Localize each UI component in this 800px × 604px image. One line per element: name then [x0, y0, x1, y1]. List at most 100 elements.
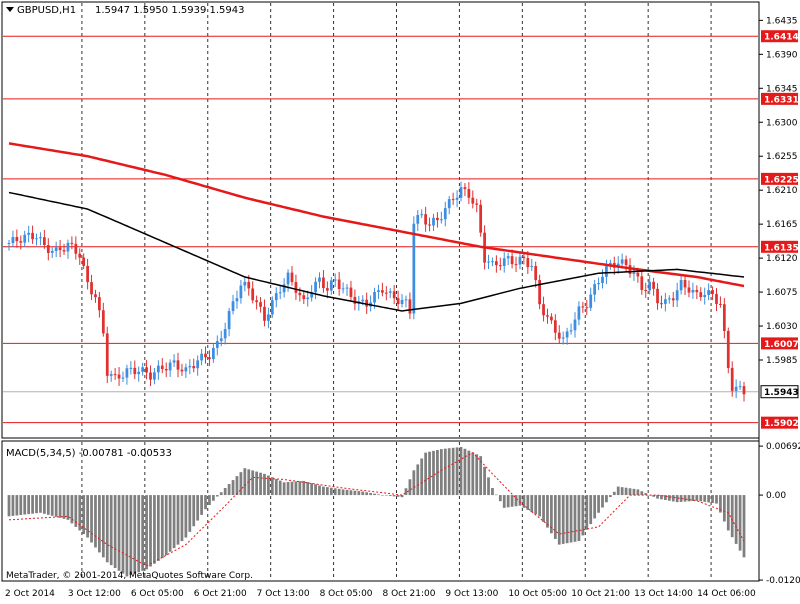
candle-body	[392, 291, 396, 299]
time-tick-label: 8 Oct 05:00	[320, 589, 373, 599]
candle-body	[50, 250, 54, 253]
macd-bar	[54, 495, 58, 517]
macd-bar	[7, 495, 11, 517]
candle-body	[601, 276, 604, 284]
candle-body	[168, 362, 172, 371]
candle-body	[506, 256, 510, 259]
candle-body	[176, 360, 180, 370]
macd-bar	[188, 495, 192, 532]
macd-bar	[192, 495, 196, 527]
macd-bar	[396, 495, 400, 497]
candle-body	[538, 280, 541, 305]
candle-body	[117, 374, 121, 379]
macd-bar	[39, 495, 42, 513]
candle-body	[467, 189, 471, 198]
horizontal-levels: 1.6414 1.6331 1.6225 1.6135 1.6007 1.5902 1.59…	[3, 30, 799, 429]
candle-body	[27, 232, 31, 235]
candle-body	[660, 303, 663, 305]
macd-bar	[263, 473, 266, 496]
candle-body	[491, 261, 494, 263]
macd-bar	[451, 447, 455, 496]
candle-body	[722, 304, 726, 331]
candle-body	[443, 208, 447, 220]
macd-bar	[589, 495, 593, 525]
macd-panel	[7, 446, 746, 577]
candle-body	[726, 330, 730, 368]
candle-body	[231, 301, 235, 312]
candle-body	[526, 258, 530, 268]
macd-bar	[711, 495, 714, 504]
macd-bar	[652, 495, 655, 497]
candle-body	[589, 294, 593, 308]
macd-bar	[722, 495, 726, 522]
macd-bar	[31, 495, 34, 514]
candle-body	[62, 250, 66, 252]
candle-body	[325, 288, 329, 291]
price-tick-label: 1.6165	[766, 220, 798, 230]
candle-body	[314, 281, 317, 293]
macd-bar	[577, 495, 581, 542]
macd-bar	[730, 495, 734, 538]
candle-body	[498, 265, 502, 267]
candle-body	[518, 256, 522, 265]
macd-bar	[231, 480, 235, 496]
candle-body	[396, 298, 400, 305]
candle-body	[730, 367, 734, 391]
macd-bar	[557, 495, 561, 545]
candle-body	[565, 331, 569, 338]
candle-body	[734, 386, 738, 391]
candle-body	[164, 369, 168, 371]
candle-body	[306, 297, 310, 300]
price-level-badge	[761, 240, 798, 253]
candle-body	[215, 341, 219, 348]
candle-body	[667, 298, 671, 300]
candle-body	[652, 281, 655, 289]
macd-bar	[388, 495, 392, 496]
macd-bar	[526, 495, 530, 510]
candle-body	[333, 279, 337, 281]
macd-bar	[530, 495, 534, 513]
copyright-text: MetaTrader, © 2001-2014, MetaQuotes Soft…	[6, 571, 253, 581]
candle-body	[542, 304, 545, 316]
candle-body	[581, 306, 585, 308]
macd-bar	[141, 495, 145, 571]
candle-body	[408, 299, 412, 314]
candle-body	[251, 288, 255, 301]
candle-body	[384, 292, 388, 294]
macd-bar	[215, 495, 219, 497]
time-axis: 2 Oct 2014 3 Oct 12:00 6 Oct 05:00 6 Oct 21…	[5, 589, 756, 599]
price-tick-label: 1.6435	[766, 16, 798, 26]
candle-body	[267, 314, 270, 321]
candle-body	[577, 306, 581, 320]
macd-bar	[172, 495, 176, 549]
candle-body	[439, 219, 443, 221]
macd-bar	[439, 449, 443, 496]
macd-bar	[447, 448, 451, 496]
candle-body	[137, 371, 141, 375]
candle-body	[290, 272, 294, 283]
candle-body	[98, 297, 101, 311]
dropdown-triangle-icon[interactable]	[6, 7, 14, 12]
macd-bar	[310, 483, 314, 496]
candle-body	[94, 294, 97, 298]
candle-body	[145, 367, 148, 373]
candle-body	[208, 357, 211, 360]
candle-body	[675, 290, 679, 301]
candle-body	[192, 366, 196, 369]
candle-body	[377, 290, 380, 292]
macd-bar	[373, 493, 376, 496]
moving-average-fast	[8, 191, 745, 312]
macd-bar	[691, 495, 695, 502]
candle-body	[683, 280, 687, 288]
macd-bar	[156, 495, 160, 561]
candle-body	[113, 374, 117, 376]
macd-bar	[121, 495, 125, 574]
candle-body	[42, 237, 46, 245]
candle-body	[495, 261, 498, 266]
price-tick-label: 1.6255	[766, 152, 798, 162]
candle-body	[373, 291, 376, 303]
candle-body	[235, 298, 239, 302]
macd-bar	[738, 495, 742, 551]
